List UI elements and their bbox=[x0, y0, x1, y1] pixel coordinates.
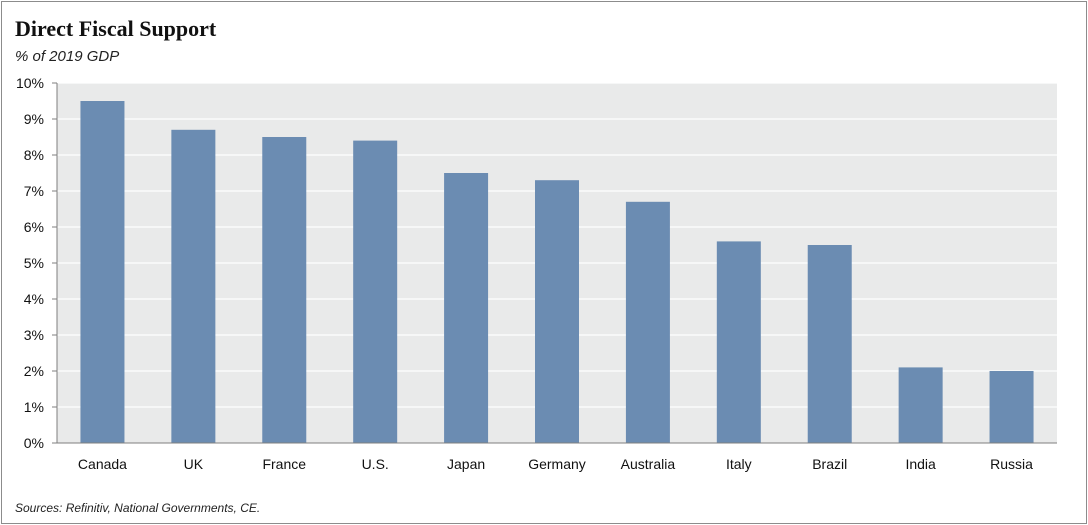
x-tick-label: Russia bbox=[990, 456, 1033, 472]
y-tick-label: 8% bbox=[24, 147, 44, 163]
y-tick-label: 3% bbox=[24, 327, 44, 343]
y-tick-label: 5% bbox=[24, 255, 44, 271]
bar-brazil bbox=[807, 245, 852, 443]
x-tick-label: France bbox=[262, 456, 306, 472]
y-tick-label: 4% bbox=[24, 291, 44, 307]
x-axis: Canada UK France U.S. Japan Germany Australia I… bbox=[57, 442, 1057, 472]
x-tick-label: India bbox=[905, 456, 936, 472]
y-tick-label: 6% bbox=[24, 219, 44, 235]
bar-russia bbox=[989, 371, 1034, 443]
bar-france bbox=[262, 137, 307, 443]
bar-india bbox=[898, 367, 943, 443]
bar-uk bbox=[171, 129, 216, 444]
y-tick-label: 1% bbox=[24, 399, 44, 415]
x-tick-label: UK bbox=[184, 456, 204, 472]
bar-us bbox=[353, 140, 398, 443]
x-tick-label: Japan bbox=[447, 456, 485, 472]
bar-japan bbox=[444, 173, 489, 443]
x-tick-label: Brazil bbox=[812, 456, 847, 472]
y-tick-label: 10% bbox=[16, 75, 44, 91]
x-tick-label: Germany bbox=[528, 456, 586, 472]
bar-australia bbox=[625, 201, 670, 443]
bar-germany bbox=[535, 180, 579, 443]
x-tick-label: Canada bbox=[78, 456, 127, 472]
chart-subtitle: % of 2019 GDP bbox=[15, 48, 120, 65]
bar-italy bbox=[716, 241, 761, 443]
bar-canada bbox=[80, 101, 125, 443]
x-tick-label: Italy bbox=[726, 456, 752, 472]
x-tick-label: Australia bbox=[621, 456, 676, 472]
y-axis: 0% 1% 2% 3% 4% 5% 6% 7% 8% 9% 10% bbox=[16, 75, 58, 451]
bars bbox=[80, 101, 1034, 444]
x-tick-label: U.S. bbox=[362, 456, 389, 472]
y-tick-label: 0% bbox=[24, 435, 44, 451]
chart-title: Direct Fiscal Support bbox=[15, 16, 217, 41]
y-tick-label: 2% bbox=[24, 363, 44, 379]
y-tick-label: 9% bbox=[24, 111, 44, 127]
y-tick-label: 7% bbox=[24, 183, 44, 199]
source-note: Sources: Refinitiv, National Governments… bbox=[15, 501, 261, 515]
